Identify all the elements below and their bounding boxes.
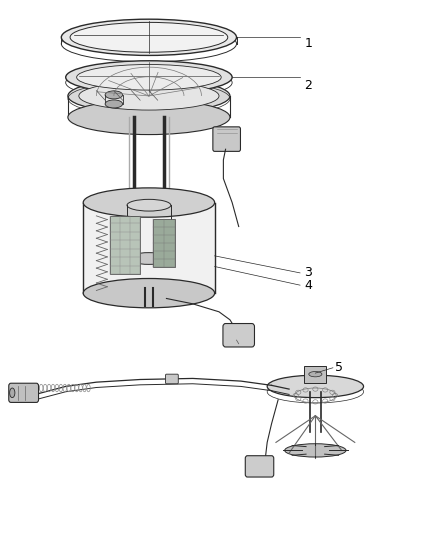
Bar	[304, 366, 326, 383]
Ellipse shape	[68, 78, 230, 114]
Text: 1: 1	[304, 37, 312, 50]
Text: 5: 5	[335, 361, 343, 374]
Ellipse shape	[61, 19, 237, 55]
FancyBboxPatch shape	[9, 383, 39, 402]
Ellipse shape	[10, 388, 15, 398]
FancyBboxPatch shape	[166, 374, 178, 384]
Text: 4: 4	[304, 279, 312, 292]
FancyBboxPatch shape	[223, 324, 254, 347]
Text: 3: 3	[304, 266, 312, 279]
Ellipse shape	[77, 64, 221, 90]
Ellipse shape	[267, 375, 364, 398]
Bar	[110, 216, 140, 274]
Ellipse shape	[105, 100, 123, 108]
FancyBboxPatch shape	[213, 127, 240, 151]
Ellipse shape	[83, 188, 215, 217]
Ellipse shape	[79, 82, 219, 110]
Ellipse shape	[127, 253, 171, 264]
Ellipse shape	[309, 372, 322, 377]
Ellipse shape	[70, 22, 228, 52]
Polygon shape	[83, 203, 215, 293]
Text: 2: 2	[304, 79, 312, 92]
Ellipse shape	[105, 91, 123, 99]
Ellipse shape	[68, 100, 230, 135]
Ellipse shape	[66, 61, 232, 94]
Ellipse shape	[83, 279, 215, 308]
FancyBboxPatch shape	[245, 456, 274, 477]
Bar	[153, 219, 175, 266]
Ellipse shape	[285, 443, 346, 457]
Ellipse shape	[127, 199, 171, 211]
